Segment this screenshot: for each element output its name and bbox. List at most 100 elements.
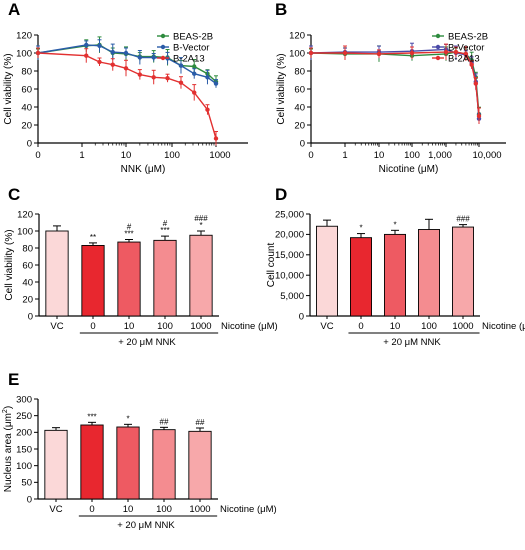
y-tick-label: 80 <box>294 66 305 77</box>
y-axis-label: Cell viability (%) <box>3 53 14 124</box>
legend-label: B-2A13 <box>448 54 480 65</box>
y-tick-label: 60 <box>22 260 33 271</box>
y-tick-label: 250 <box>16 411 32 422</box>
legend-label: B-Vector <box>173 43 209 54</box>
x-tick-label: 100 <box>404 150 420 161</box>
y-tick-label: 120 <box>16 30 32 41</box>
x-axis-label: NNK (μM) <box>121 164 166 175</box>
y-tick-label: 100 <box>16 461 32 472</box>
significance-label: * <box>359 224 362 233</box>
y-tick-label: 5,000 <box>280 291 304 302</box>
bar-group: 100 <box>418 218 440 332</box>
data-point <box>476 113 482 119</box>
series-b-2a13 <box>35 47 219 146</box>
group-label: Nicotine (μM) <box>482 321 525 332</box>
bar-group: 1000 ### <box>452 215 474 332</box>
bar <box>45 230 69 317</box>
x-tick-label: 1 <box>342 150 347 161</box>
significance-label: ## <box>160 417 169 426</box>
bar <box>117 241 141 317</box>
y-tick-label: 50 <box>21 478 32 489</box>
significance-label: ## <box>196 418 205 427</box>
group-label: Nicotine (μM) <box>221 321 278 332</box>
x-tick-label: VC <box>50 321 63 332</box>
x-tick-label: 0 <box>358 321 363 332</box>
panel-letter: E <box>8 370 19 389</box>
x-tick-label: 1000 <box>189 504 210 515</box>
x-tick-label: 10 <box>374 150 385 161</box>
data-point <box>35 50 41 56</box>
significance-label: *** <box>124 230 133 239</box>
significance-label: * <box>393 220 396 229</box>
x-tick-label: 100 <box>164 150 180 161</box>
panel-letter: A <box>8 0 20 19</box>
data-point <box>178 63 184 68</box>
y-axis-label: Cell count <box>266 243 277 288</box>
panel-a: A 0 20 40 60 80 100 120 0 1 10 100 1000 NNK (μM) Cell … <box>3 0 248 175</box>
series-line <box>311 51 480 117</box>
data-point <box>469 62 474 67</box>
y-tick-label: 60 <box>294 84 305 95</box>
x-tick-label: 10 <box>121 150 132 161</box>
data-point <box>453 49 459 55</box>
legend-marker <box>160 33 166 39</box>
data-point <box>192 90 197 95</box>
data-point <box>151 55 156 60</box>
bar-group: 0* <box>350 224 372 332</box>
y-tick-label: 20 <box>22 294 33 305</box>
data-point <box>473 81 479 86</box>
y-tick-label: 40 <box>22 277 33 288</box>
data-point <box>213 136 219 141</box>
data-point <box>192 71 197 76</box>
y-axis-label-sup: 2 <box>2 409 9 413</box>
data-point <box>137 55 143 60</box>
bar <box>189 234 213 317</box>
bar <box>384 233 406 317</box>
y-tick-label: 120 <box>289 30 305 41</box>
data-point <box>178 80 184 85</box>
data-point <box>151 75 156 80</box>
significance-label: ### <box>194 214 208 223</box>
y-tick-label: 300 <box>16 394 32 405</box>
y-tick-label: 150 <box>16 444 32 455</box>
y-tick-label: 40 <box>21 102 32 113</box>
group-label: Nicotine (μM) <box>220 504 277 515</box>
data-point <box>84 53 89 58</box>
y-tick-label: 200 <box>16 428 32 439</box>
data-point <box>110 62 115 67</box>
data-point <box>97 43 102 48</box>
bar <box>152 429 176 500</box>
y-axis-label-base: Nucleus area (μm <box>3 413 14 492</box>
x-tick-label: 10,000 <box>472 150 501 161</box>
legend-label: BEAS-2B <box>173 32 213 43</box>
y-tick-label: 40 <box>294 102 305 113</box>
bar <box>418 229 440 317</box>
y-tick-label: 0 <box>28 311 33 322</box>
x-tick-label: 1000 <box>190 321 211 332</box>
x-tick-label: 0 <box>90 321 95 332</box>
data-point <box>165 76 170 81</box>
legend-marker <box>435 55 441 61</box>
bar-group: 0 ** <box>81 233 105 332</box>
series-b-2a13 <box>308 43 482 124</box>
data-point <box>110 49 115 55</box>
bar-group: 10 * <box>116 414 140 515</box>
legend-marker <box>160 44 166 50</box>
legend-label: B-Vector <box>448 43 484 54</box>
y-tick-label: 100 <box>289 48 305 59</box>
data-point <box>97 59 102 65</box>
y-axis-label: Cell viability (%) <box>4 229 15 300</box>
bar-group: VC <box>45 225 69 332</box>
significance-label: *** <box>160 226 169 235</box>
legend-label: BEAS-2B <box>448 32 488 43</box>
data-point <box>123 50 129 56</box>
y-tick-label: 20 <box>21 120 32 131</box>
bar <box>316 225 338 317</box>
significance-label: # <box>127 223 132 232</box>
data-point <box>308 50 314 56</box>
x-tick-label: 10 <box>123 504 134 515</box>
y-axis-label-end: ) <box>3 406 14 409</box>
panel-e: E 0 50 100 150 200 250 300 VC 0 *** 10 * 100 ## 1000 ## N… <box>2 370 277 531</box>
